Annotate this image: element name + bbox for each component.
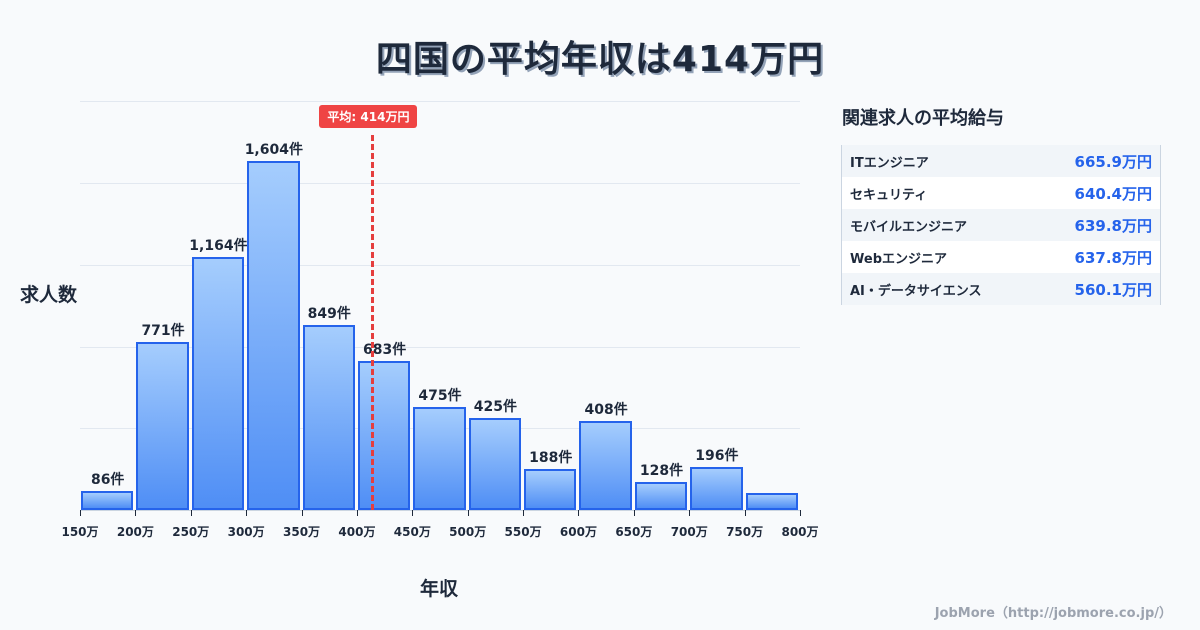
job-category-salary: 637.8万円 xyxy=(1074,248,1152,267)
plot-area: 86件 771件 1,164件 1,604件 849件 683件 475件 425件 188件 4… xyxy=(80,101,800,510)
bar-value-label: 86件 xyxy=(90,472,125,489)
bar-value-label: 196件 xyxy=(695,448,739,465)
job-category-name: ITエンジニア xyxy=(850,155,929,171)
x-tick xyxy=(633,510,635,516)
related-salary-title: 関連求人の平均給与 xyxy=(842,108,1004,129)
bar-value-label: 188件 xyxy=(529,450,573,467)
x-tick-label: 650万 xyxy=(615,525,653,539)
job-category-salary: 665.9万円 xyxy=(1074,152,1152,171)
gridline xyxy=(80,265,800,266)
bar-value-label: 128件 xyxy=(639,463,684,480)
job-category-name: AI・データサイエンス xyxy=(850,283,982,299)
x-tick-label: 800万 xyxy=(781,525,819,539)
average-line xyxy=(371,135,375,510)
histogram-bar xyxy=(302,325,355,510)
job-category-name: モバイルエンジニア xyxy=(850,219,968,235)
bar-value-label: 475件 xyxy=(418,387,462,404)
x-tick-label: 350万 xyxy=(283,525,321,539)
x-tick xyxy=(412,510,414,516)
histogram-bar xyxy=(191,256,245,510)
bar-value-label: 771件 xyxy=(141,323,185,340)
x-tick-label: 700万 xyxy=(670,525,708,539)
histogram-bar xyxy=(745,493,798,510)
histogram-bar xyxy=(413,406,466,510)
x-tick-label: 400万 xyxy=(338,525,376,539)
x-tick xyxy=(689,510,691,516)
x-tick-label: 450万 xyxy=(393,525,431,539)
histogram-bar xyxy=(247,161,300,510)
histogram-bar xyxy=(579,421,632,510)
related-salary-table: ITエンジニア 665.9万円 セキュリティ 640.4万円 モバイルエンジニア… xyxy=(841,145,1161,305)
gridline xyxy=(80,347,800,348)
related-row: AI・データサイエンス 560.1万円 xyxy=(842,273,1160,305)
bar-value-label: 1,604件 xyxy=(244,142,303,159)
x-tick-label: 500万 xyxy=(449,525,487,539)
histogram-bars: 86件 771件 1,164件 1,604件 849件 683件 475件 425件 188件 4… xyxy=(80,101,800,510)
bar-value-label: 1,164件 xyxy=(189,237,248,254)
bar-value-label: 683件 xyxy=(362,342,407,359)
average-badge: 平均: 414万円 xyxy=(319,105,418,128)
source-credit: JobMore（http://jobmore.co.jp/） xyxy=(934,606,1172,621)
x-tick xyxy=(523,510,525,516)
job-category-salary: 560.1万円 xyxy=(1074,280,1152,299)
x-tick-label: 250万 xyxy=(172,525,210,539)
x-tick xyxy=(356,510,358,516)
x-tick-label: 200万 xyxy=(116,525,154,539)
x-axis xyxy=(80,510,800,511)
x-tick xyxy=(467,510,469,516)
histogram-bar xyxy=(634,482,688,510)
histogram-bar xyxy=(690,467,743,510)
histogram-bar xyxy=(357,361,411,510)
x-axis-label: 年収 xyxy=(420,578,459,600)
chart-title: 四国の平均年収は414万円 xyxy=(375,39,825,80)
x-tick-label: 750万 xyxy=(726,525,764,539)
x-tick xyxy=(80,510,81,516)
job-category-name: セキュリティ xyxy=(850,187,928,203)
related-row: セキュリティ 640.4万円 xyxy=(842,177,1160,209)
gridline xyxy=(80,183,800,184)
job-category-salary: 639.8万円 xyxy=(1074,216,1152,235)
bar-value-label: 425件 xyxy=(473,398,517,415)
related-row: Webエンジニア 637.8万円 xyxy=(842,241,1160,273)
x-tick-label: 550万 xyxy=(504,525,542,539)
bar-value-label: 849件 xyxy=(307,306,351,323)
x-tick-label: 600万 xyxy=(559,525,597,539)
histogram-bar xyxy=(524,469,577,510)
y-axis-label: 求人数 xyxy=(20,284,78,306)
job-category-name: Webエンジニア xyxy=(850,251,947,267)
x-tick xyxy=(800,510,801,516)
x-tick xyxy=(744,510,746,516)
histogram-bar xyxy=(468,417,522,510)
related-row: ITエンジニア 665.9万円 xyxy=(842,145,1160,177)
gridline xyxy=(80,101,800,102)
histogram-bar xyxy=(136,342,189,510)
histogram-bar xyxy=(81,491,134,510)
x-tick xyxy=(135,510,137,516)
x-tick xyxy=(301,510,303,516)
x-tick xyxy=(578,510,580,516)
job-category-salary: 640.4万円 xyxy=(1074,184,1152,203)
x-tick-label: 300万 xyxy=(227,525,265,539)
related-row: モバイルエンジニア 639.8万円 xyxy=(842,209,1160,241)
bar-value-label: 408件 xyxy=(584,402,628,419)
x-tick-label: 150万 xyxy=(61,525,99,539)
x-tick xyxy=(190,510,192,516)
x-tick xyxy=(246,510,248,516)
